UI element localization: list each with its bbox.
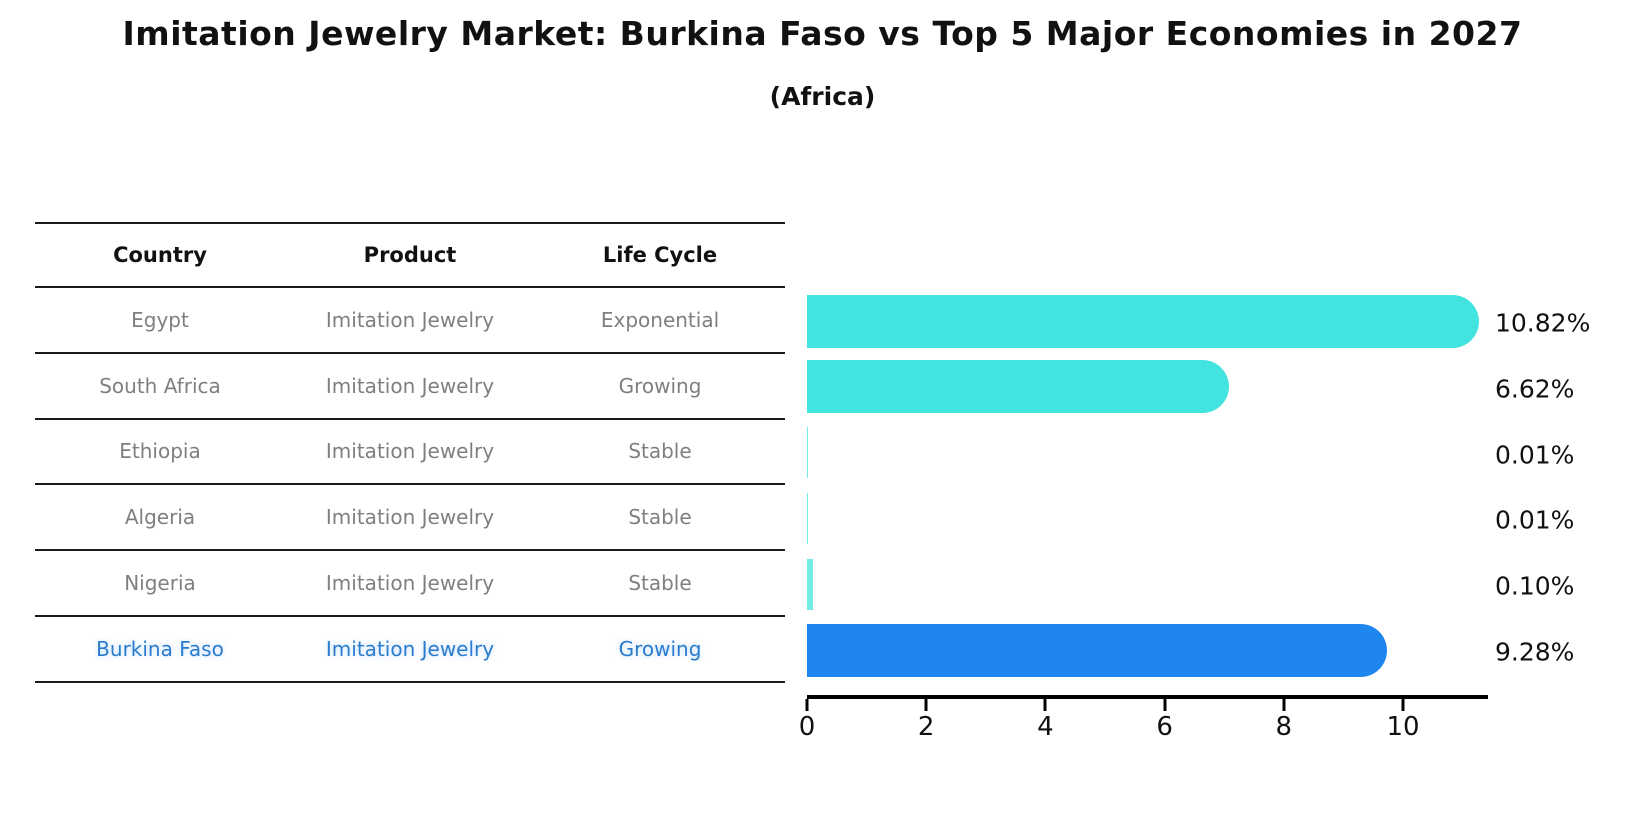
table-cell-life-cycle: Stable (628, 439, 692, 464)
table-cell-product: Imitation Jewelry (325, 373, 495, 398)
table-row: Ethiopia Imitation Jewelry Stable (35, 420, 785, 486)
table-cell-country: Nigeria (124, 571, 196, 596)
table-cell-life-cycle: Stable (628, 571, 692, 596)
x-axis-line (807, 695, 1488, 699)
table-header-country: Country (113, 243, 207, 267)
x-axis-tick-label: 10 (1386, 712, 1420, 742)
bar-nigeria (807, 558, 813, 610)
x-axis-tick-label: 6 (1156, 712, 1173, 742)
table-cell-country: Ethiopia (119, 439, 201, 464)
table-row: Algeria Imitation Jewelry Stable (35, 485, 785, 552)
x-axis-tick-label: 0 (798, 712, 816, 742)
table-row: Burkina Faso Imitation Jewelry Growing (35, 617, 785, 683)
value-label: 6.62% (1495, 374, 1575, 404)
table-cell-life-cycle: Exponential (600, 307, 720, 332)
table-row: Nigeria Imitation Jewelry Stable (35, 551, 785, 617)
x-axis-tick (924, 699, 928, 711)
value-label: 0.01% (1495, 440, 1575, 470)
table-header-lifecycle: Life Cycle (602, 243, 718, 267)
table-body: Egypt Imitation Jewelry Exponential South A… (35, 288, 785, 683)
table-cell-country: Burkina Faso (96, 636, 224, 661)
table-cell-product: Imitation Jewelry (325, 307, 495, 332)
table-cell-life-cycle: Stable (628, 505, 692, 530)
x-axis-tick (1282, 699, 1286, 711)
x-axis-tick (1163, 699, 1167, 711)
x-axis-tick-label: 8 (1275, 712, 1293, 742)
value-label: 9.28% (1495, 637, 1575, 667)
chart-title: Imitation Jewelry Market: Burkina Faso v… (122, 14, 1523, 53)
bar-burkina-faso (807, 623, 1388, 677)
x-axis-tick (805, 699, 809, 711)
table-row: Egypt Imitation Jewelry Exponential (35, 288, 785, 354)
bar-egypt (807, 294, 1479, 348)
x-axis-tick-label: 2 (917, 712, 935, 742)
table-row: South Africa Imitation Jewelry Growing (35, 354, 785, 420)
value-label: 0.01% (1495, 505, 1575, 535)
table-cell-life-cycle: Growing (618, 373, 702, 398)
table-header-product: Product (363, 243, 457, 267)
bar-south-africa (807, 360, 1229, 414)
bar-ethiopia (807, 427, 809, 479)
table-cell-product: Imitation Jewelry (325, 505, 495, 530)
x-axis-tick-label: 4 (1037, 712, 1054, 742)
country-table: Country Product Life Cycle Egypt Imitatio… (35, 222, 785, 683)
chart-subtitle: (Africa) (769, 82, 876, 111)
table-header-row: Country Product Life Cycle (35, 224, 785, 288)
x-axis-tick (1043, 699, 1047, 711)
value-label: 10.82% (1495, 308, 1591, 338)
table-cell-product: Imitation Jewelry (325, 571, 495, 596)
table-cell-product: Imitation Jewelry (325, 439, 495, 464)
table-cell-life-cycle: Growing (618, 636, 702, 661)
table-cell-country: South Africa (99, 373, 221, 398)
bar-algeria (807, 492, 809, 544)
value-label: 0.10% (1495, 571, 1575, 601)
table-cell-country: Algeria (124, 505, 196, 530)
table-cell-product: Imitation Jewelry (325, 636, 495, 661)
x-axis-tick (1401, 699, 1405, 711)
table-cell-country: Egypt (131, 307, 189, 332)
